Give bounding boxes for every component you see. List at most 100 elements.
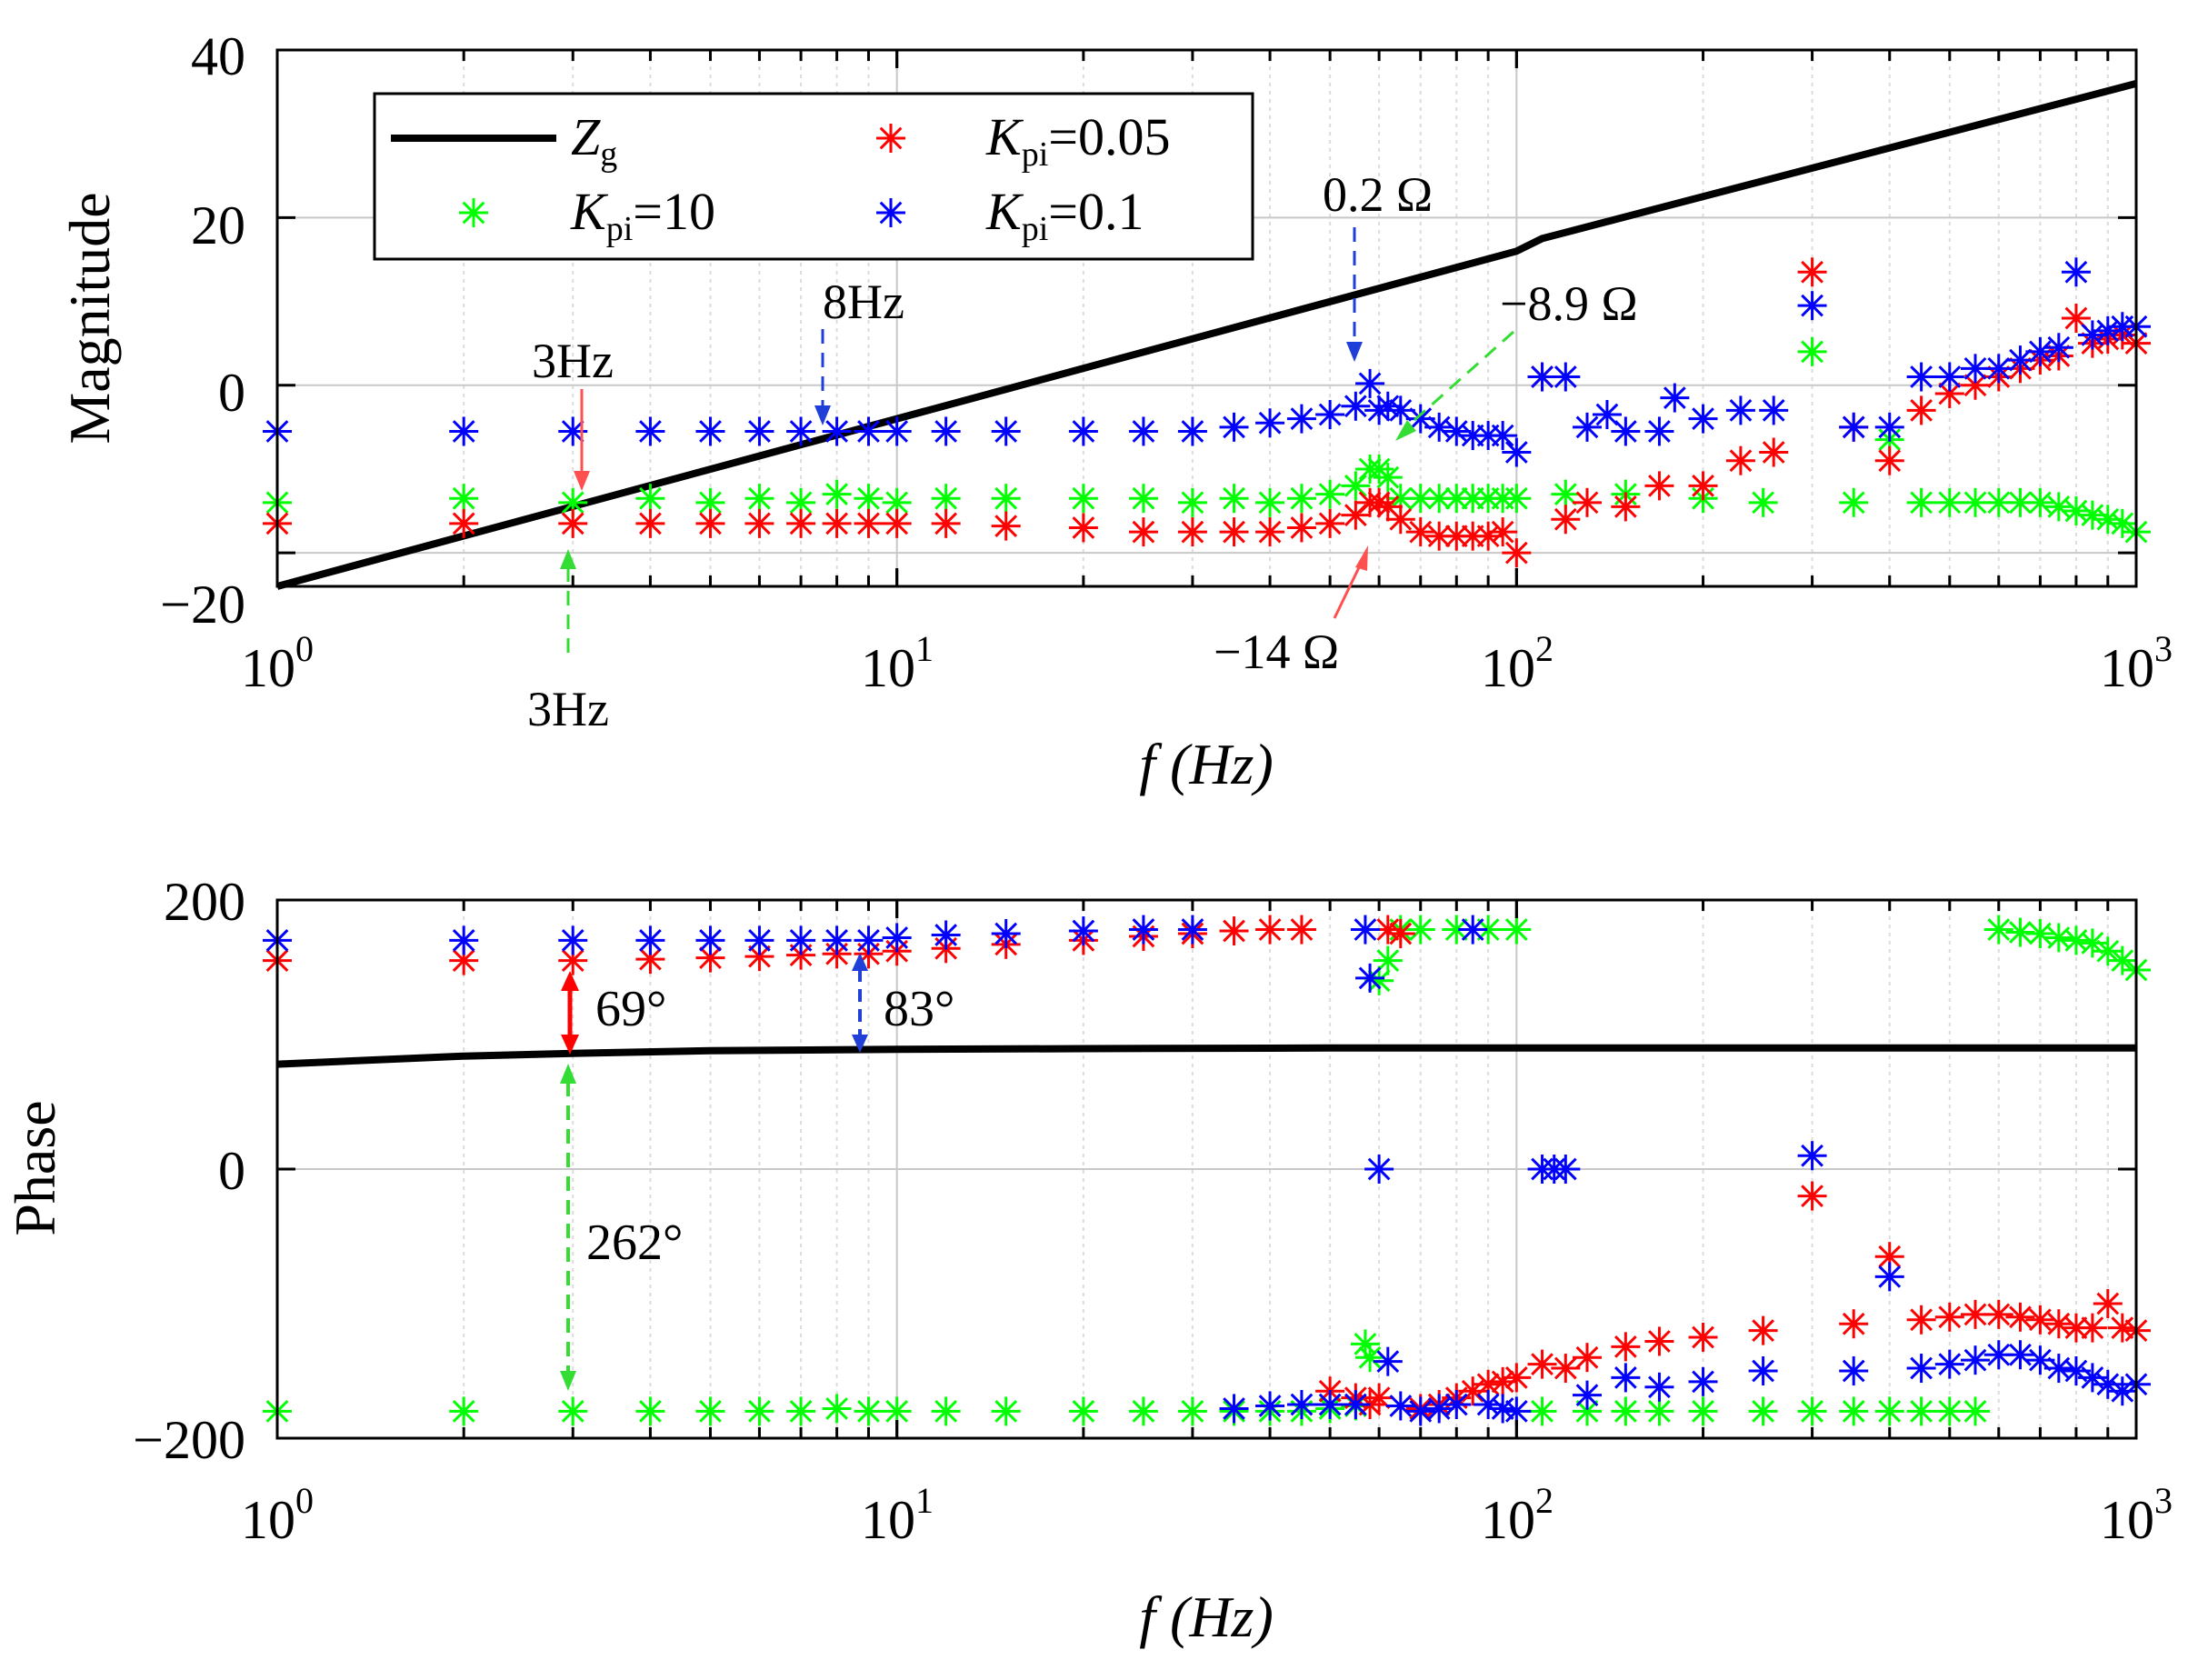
asterisk-stroke <box>857 1400 880 1423</box>
ph-point-kpi-0-1 <box>1688 1366 1718 1396</box>
asterisk-stroke <box>561 491 584 515</box>
ph-point-kpi-10 <box>1355 1343 1385 1373</box>
mag-point-kpi-0-05 <box>1177 517 1207 547</box>
asterisk-stroke <box>825 483 848 505</box>
asterisk-stroke <box>1376 1350 1400 1374</box>
asterisk-stroke <box>1132 918 1155 941</box>
asterisk-stroke <box>1132 1400 1155 1423</box>
asterisk-stroke <box>1318 483 1342 505</box>
mag-point-kpi-0-1 <box>854 416 884 446</box>
asterisk-stroke <box>1376 395 1400 418</box>
mag-point-kpi-0-1 <box>1573 412 1603 442</box>
mag-point-kpi-0-05 <box>931 508 961 538</box>
ph-point-kpi-10 <box>1934 1396 1964 1426</box>
asterisk-stroke <box>1987 491 2011 515</box>
ph-point-kpi-10 <box>2093 936 2123 966</box>
asterisk-stroke <box>561 929 584 952</box>
ph-point-kpi-0-1 <box>822 925 852 955</box>
asterisk-stroke <box>748 1400 771 1423</box>
asterisk-stroke <box>2029 340 2052 364</box>
asterisk-stroke <box>2064 1359 2088 1383</box>
mag-point-kpi-10 <box>822 479 852 509</box>
asterisk-stroke <box>1290 918 1314 941</box>
mag-point-kpi-0-1 <box>931 416 961 446</box>
asterisk-stroke <box>1258 1395 1282 1417</box>
asterisk-stroke <box>1290 407 1314 430</box>
mag-point-kpi-0-1 <box>1424 412 1454 442</box>
asterisk-stroke <box>1987 1303 2011 1326</box>
mag-point-kpi-10 <box>2077 500 2107 530</box>
mag-point-kpi-0-1 <box>695 416 725 446</box>
asterisk-stroke <box>994 420 1018 443</box>
ph-point-kpi-0-1 <box>1748 1356 1778 1385</box>
phase-y-axis-label: Phase <box>3 1100 67 1235</box>
asterisk-stroke <box>1963 491 1987 515</box>
asterisk-stroke <box>1910 399 1933 422</box>
asterisk-stroke <box>1344 475 1367 497</box>
mag-point-kpi-10 <box>2025 487 2055 517</box>
asterisk-stroke <box>748 486 771 510</box>
asterisk-stroke <box>452 1400 475 1423</box>
asterisk-stroke <box>1132 486 1155 510</box>
asterisk-stroke <box>825 420 848 443</box>
mag-point-kpi-0-1 <box>1592 400 1622 430</box>
ph-point-kpi-0-1 <box>1286 1390 1316 1419</box>
asterisk-stroke <box>1614 1335 1637 1358</box>
asterisk-stroke <box>1987 918 2011 941</box>
ph-point-kpi-0-1 <box>786 925 816 955</box>
mag-point-kpi-0-1 <box>1177 416 1207 446</box>
ph-xtick-1: 100 <box>241 1480 314 1550</box>
asterisk-stroke <box>1444 525 1468 548</box>
asterisk-stroke <box>1376 465 1400 489</box>
mag-point-kpi-0-05 <box>558 508 588 538</box>
ph-point-kpi-10 <box>786 1396 816 1426</box>
asterisk-stroke <box>1258 520 1282 544</box>
magnitude-ticks <box>275 48 2138 586</box>
asterisk-stroke <box>994 486 1018 510</box>
asterisk-stroke <box>825 1397 848 1420</box>
ph-point-kpi-0-1 <box>1458 915 1488 945</box>
legend-k01-asterisk <box>876 198 905 227</box>
asterisk-stroke <box>1344 395 1367 418</box>
asterisk-stroke <box>1409 407 1433 430</box>
annot-3hz-red-arrowhead <box>574 471 590 491</box>
mag-point-kpi-0-1 <box>1660 383 1690 413</box>
asterisk-stroke <box>561 1400 584 1423</box>
ph-point-kpi-0-05 <box>1839 1309 1869 1339</box>
mag-point-kpi-0-1 <box>2005 345 2035 375</box>
asterisk-stroke <box>857 929 880 952</box>
mag-point-kpi-0-1 <box>1874 412 1904 442</box>
mag-point-kpi-10 <box>1255 487 1285 517</box>
asterisk-stroke <box>2029 1308 2052 1332</box>
asterisk-stroke <box>462 201 485 225</box>
asterisk-stroke <box>885 1400 909 1423</box>
phase-y-tick-labels: −200 0 200 <box>133 872 245 1470</box>
mag-point-kpi-0-1 <box>1725 395 1755 425</box>
asterisk-stroke <box>1648 1330 1671 1353</box>
asterisk-stroke <box>1648 475 1671 497</box>
asterisk-stroke <box>2009 348 2032 372</box>
magnitude-y-tick-labels: −20 0 20 40 <box>160 26 245 635</box>
asterisk-stroke <box>1491 424 1514 447</box>
asterisk-stroke <box>1878 449 1902 473</box>
asterisk-stroke <box>1376 918 1400 941</box>
ph-point-kpi-10 <box>1611 1396 1641 1426</box>
ph-point-kpi-0-1 <box>1350 915 1380 945</box>
ph-point-kpi-10 <box>1983 915 2013 945</box>
asterisk-stroke <box>1963 1303 1987 1326</box>
ph-point-kpi-10 <box>1748 1396 1778 1426</box>
asterisk-stroke <box>1801 340 1823 364</box>
mag-xtick-1000: 103 <box>2100 628 2173 698</box>
asterisk-stroke <box>2064 306 2088 330</box>
ph-point-kpi-10 <box>1874 1396 1904 1426</box>
asterisk-stroke <box>1910 1308 1933 1332</box>
asterisk-stroke <box>994 922 1018 945</box>
mag-point-kpi-0-1 <box>1315 400 1345 430</box>
asterisk-stroke <box>1554 1157 1577 1181</box>
mag-point-kpi-0-1 <box>1644 416 1674 446</box>
mag-point-kpi-10 <box>2107 508 2137 538</box>
mag-point-kpi-0-05 <box>1797 257 1827 287</box>
ph-point-kpi-0-1 <box>1961 1345 1991 1375</box>
asterisk-stroke <box>699 929 722 952</box>
asterisk-stroke <box>1389 1395 1413 1417</box>
